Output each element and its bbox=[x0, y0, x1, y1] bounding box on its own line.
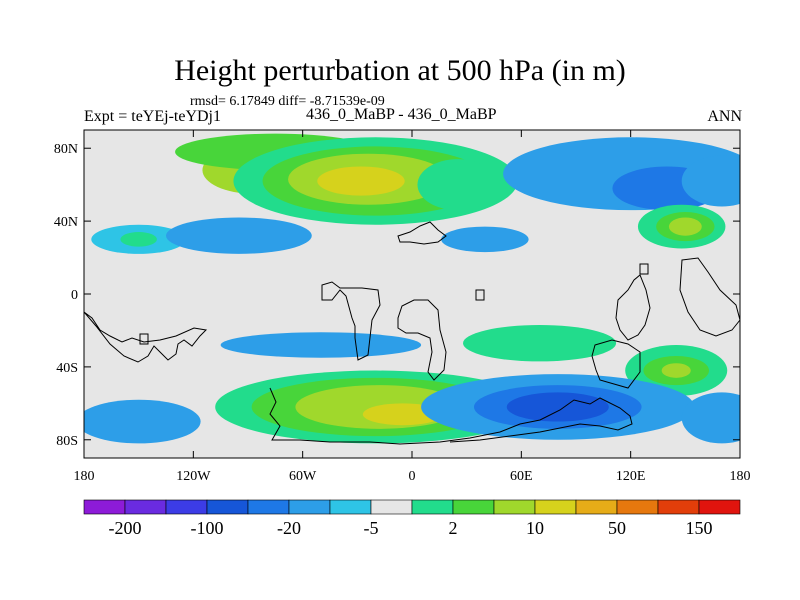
x-tick-label: 60E bbox=[510, 469, 533, 484]
coastline-west-pacific bbox=[84, 311, 208, 363]
colorbar-swatch-4 bbox=[206, 499, 249, 515]
colorbar-swatch-6 bbox=[288, 499, 331, 515]
contour-region-16 bbox=[120, 232, 157, 247]
contour-region-19 bbox=[463, 324, 617, 362]
x-tick-label: 180 bbox=[74, 469, 95, 484]
colorbar-swatch-15 bbox=[657, 499, 700, 515]
colorbar-label: -5 bbox=[364, 518, 379, 538]
contour-region-6 bbox=[317, 166, 405, 196]
colorbar-swatch-8 bbox=[370, 499, 413, 515]
colorbar-label: 150 bbox=[686, 518, 713, 538]
colorbar-swatch-5 bbox=[247, 499, 290, 515]
colorbar-swatch-7 bbox=[329, 499, 372, 515]
y-tick-label: 80N bbox=[54, 142, 78, 157]
coastline-south-america bbox=[321, 281, 381, 361]
x-axis: 180 120W 60W 0 60E 120E 180 bbox=[74, 130, 751, 484]
x-tick-label: 180 bbox=[730, 469, 751, 484]
colorbar-label: -100 bbox=[191, 518, 224, 538]
colorbar-label: 2 bbox=[449, 518, 458, 538]
x-tick-label: 0 bbox=[409, 469, 416, 484]
island-2 bbox=[475, 289, 485, 301]
y-tick-label: 0 bbox=[71, 288, 78, 303]
coastline-australia bbox=[591, 339, 641, 389]
contour-region-13 bbox=[668, 217, 702, 236]
y-tick-label: 40N bbox=[54, 215, 78, 230]
contour-fill-layer bbox=[84, 133, 740, 444]
colorbar-swatch-1 bbox=[83, 499, 126, 515]
colorbar-swatch-12 bbox=[534, 499, 577, 515]
contour-region-22 bbox=[661, 363, 691, 378]
colorbar-swatch-9 bbox=[411, 499, 454, 515]
island-3 bbox=[639, 263, 649, 275]
coastline-europe bbox=[397, 221, 447, 245]
y-axis: 80N 40N 0 40S 80S bbox=[54, 142, 740, 449]
contour-region-18 bbox=[220, 332, 422, 358]
colorbar-label: 50 bbox=[608, 518, 626, 538]
y-tick-label: 80S bbox=[56, 434, 78, 449]
colorbar-swatch-3 bbox=[165, 499, 208, 515]
experiment-label: Expt = teYEj-teYDj1 bbox=[84, 108, 221, 125]
coastline-antarctica bbox=[269, 387, 633, 445]
island-1 bbox=[139, 333, 149, 345]
contour-region-29 bbox=[506, 392, 609, 422]
colorbar-swatch-10 bbox=[452, 499, 495, 515]
y-tick-label: 40S bbox=[56, 361, 78, 376]
contour-region-30 bbox=[84, 399, 201, 444]
colorbar: -200 -100 -20 -5 2 10 50 150 bbox=[83, 499, 741, 538]
colorbar-swatch-13 bbox=[575, 499, 618, 515]
contour-region-17 bbox=[166, 217, 312, 254]
season-label: ANN bbox=[707, 108, 742, 125]
colorbar-swatch-16 bbox=[698, 499, 741, 515]
chart-title: Height perturbation at 500 hPa (in m) bbox=[174, 54, 626, 87]
rmsd-diff-stats: rmsd= 6.17849 diff= -8.71539e-09 bbox=[190, 94, 385, 109]
colorbar-label: -20 bbox=[277, 518, 301, 538]
case-comparison-label: 436_0_MaBP - 436_0_MaBP bbox=[306, 106, 497, 123]
x-tick-label: 120W bbox=[176, 469, 211, 484]
coastline-asia-east bbox=[615, 274, 651, 341]
contour-region-10 bbox=[681, 155, 740, 207]
contour-region-7 bbox=[417, 159, 498, 211]
coastline-pacific-east bbox=[679, 257, 740, 337]
x-tick-label: 120E bbox=[616, 469, 646, 484]
colorbar-swatch-11 bbox=[493, 499, 536, 515]
coastline-africa bbox=[397, 299, 447, 381]
contour-region-14 bbox=[441, 226, 529, 253]
x-tick-label: 60W bbox=[289, 469, 317, 484]
colorbar-swatch-14 bbox=[616, 499, 659, 515]
contour-region-31 bbox=[681, 392, 740, 444]
colorbar-swatch-2 bbox=[124, 499, 167, 515]
colorbar-label: -200 bbox=[109, 518, 142, 538]
colorbar-label: 10 bbox=[526, 518, 544, 538]
coastline-layer bbox=[84, 221, 740, 445]
